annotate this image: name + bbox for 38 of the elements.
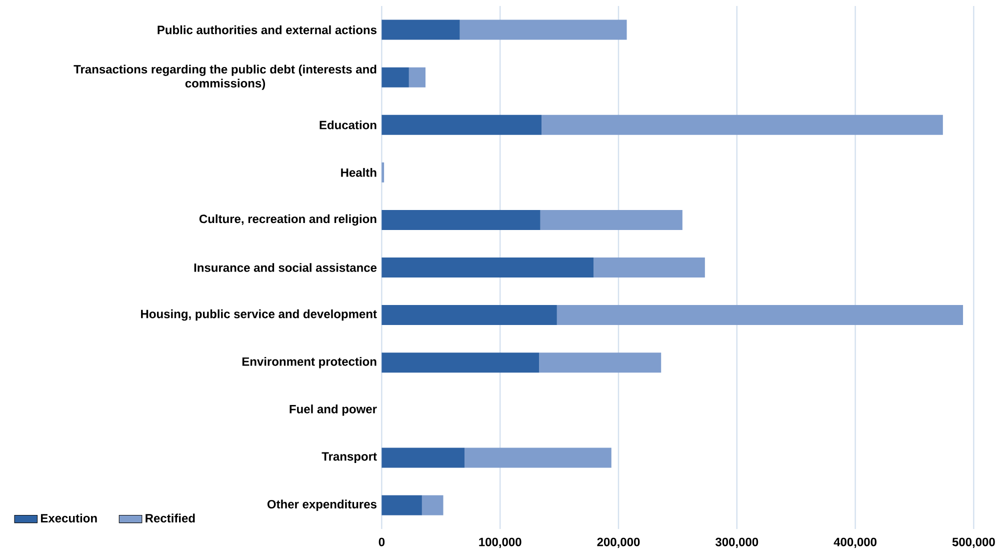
bar <box>382 67 409 88</box>
y-tick-label: Environment protection <box>242 357 376 368</box>
x-tick-label: 400,000 <box>834 538 876 548</box>
bar <box>382 162 384 182</box>
bar <box>382 448 465 468</box>
y-tick-label: Insurance and social assistance <box>194 263 377 272</box>
y-tick-label: Other expenditures <box>267 500 376 511</box>
bar <box>556 305 964 326</box>
bar <box>464 448 612 468</box>
x-tick-label: 100,000 <box>479 538 522 548</box>
y-tick-label: Fuel and power <box>290 404 377 416</box>
bar <box>539 352 662 373</box>
legend-label: Rectified <box>146 514 195 522</box>
bar <box>382 305 557 326</box>
x-tick-label: 300,000 <box>715 538 758 548</box>
bar <box>382 20 460 40</box>
bar <box>540 210 682 230</box>
x-tick-label: 0 <box>378 538 385 546</box>
bar <box>460 20 627 40</box>
y-tick-label: Education <box>320 120 376 130</box>
bar <box>382 258 594 278</box>
bar <box>382 495 422 516</box>
y-tick-label: Health <box>341 168 376 177</box>
bar <box>594 258 705 278</box>
y-tick-label: Transactions regarding the public debt (interests and commissions) <box>74 64 376 90</box>
x-tick-label: 200,000 <box>597 538 640 548</box>
bar <box>422 495 444 516</box>
bar <box>408 67 426 88</box>
y-tick-label: Transport <box>322 452 377 464</box>
bar <box>382 114 542 135</box>
y-tick-label: Housing, public service and development <box>141 309 377 321</box>
legend-label: Execution <box>41 514 97 522</box>
bar <box>382 352 540 373</box>
x-tick-label: 500,000 <box>952 538 995 548</box>
bar <box>382 210 540 230</box>
y-tick-label: Public authorities and external actions <box>158 25 376 34</box>
y-tick-label: Culture, recreation and religion <box>199 214 376 226</box>
bar <box>542 114 943 135</box>
